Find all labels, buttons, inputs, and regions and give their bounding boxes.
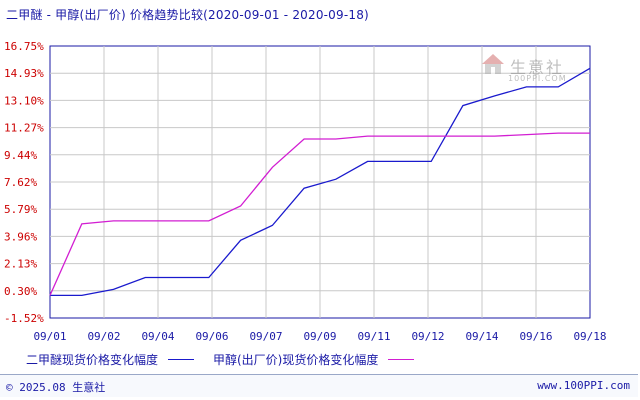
footer-bar: © 2025.08 生意社 www.100PPI.com <box>0 374 638 397</box>
x-tick-label: 09/09 <box>303 330 336 343</box>
y-tick-label: 9.44% <box>4 149 37 162</box>
house-logo-icon <box>482 54 504 74</box>
x-tick-label: 09/01 <box>33 330 66 343</box>
legend-swatch-methanol <box>388 359 415 360</box>
x-tick-label: 09/12 <box>411 330 444 343</box>
legend-label-dme: 二甲醚现货价格变化幅度 <box>26 353 159 367</box>
x-tick-label: 09/04 <box>141 330 174 343</box>
legend-swatch-dme <box>168 359 195 360</box>
y-tick-label: 14.93% <box>4 67 44 80</box>
legend-label-methanol: 甲醇(出厂价)现货价格变化幅度 <box>213 353 379 367</box>
y-tick-label: 5.79% <box>4 203 37 216</box>
x-tick-label: 09/16 <box>519 330 552 343</box>
y-tick-label: 3.96% <box>4 230 37 243</box>
x-tick-label: 09/02 <box>87 330 120 343</box>
x-tick-label: 09/11 <box>357 330 390 343</box>
watermark-logo: 生意社 100PPI.COM <box>480 52 566 83</box>
watermark-domain: 100PPI.COM <box>508 74 567 83</box>
x-tick-label: 09/18 <box>573 330 606 343</box>
chart-legend: 二甲醚现货价格变化幅度 甲醇(出厂价)现货价格变化幅度 <box>0 346 640 372</box>
chart-title: 二甲醚 - 甲醇(出厂价) 价格趋势比较(2020-09-01 - 2020-0… <box>6 8 369 22</box>
y-tick-label: 16.75% <box>4 40 44 53</box>
watermark-name: 生意社 <box>510 58 565 77</box>
y-tick-label: -1.52% <box>4 312 44 325</box>
y-tick-label: 2.13% <box>4 258 37 271</box>
series-line-1 <box>50 67 591 297</box>
footer-site-link[interactable]: www.100PPI.com <box>537 379 630 392</box>
y-tick-label: 13.10% <box>4 94 44 107</box>
footer-copyright: © 2025.08 生意社 <box>6 381 106 394</box>
y-tick-label: 11.27% <box>4 122 44 135</box>
y-tick-label: 7.62% <box>4 176 37 189</box>
price-trend-chart: 16.75% 14.93% 13.10% 11.27% 9.44% 7.62% 5.79% 3… <box>4 40 607 343</box>
y-tick-label: 0.30% <box>4 285 37 298</box>
legend-item-dme: 二甲醚现货价格变化幅度 <box>26 351 195 368</box>
x-tick-label: 09/07 <box>249 330 282 343</box>
legend-item-methanol: 甲醇(出厂价)现货价格变化幅度 <box>213 351 415 368</box>
x-tick-label: 09/06 <box>195 330 228 343</box>
series-line-2 <box>49 132 590 296</box>
x-tick-label: 09/14 <box>465 330 498 343</box>
